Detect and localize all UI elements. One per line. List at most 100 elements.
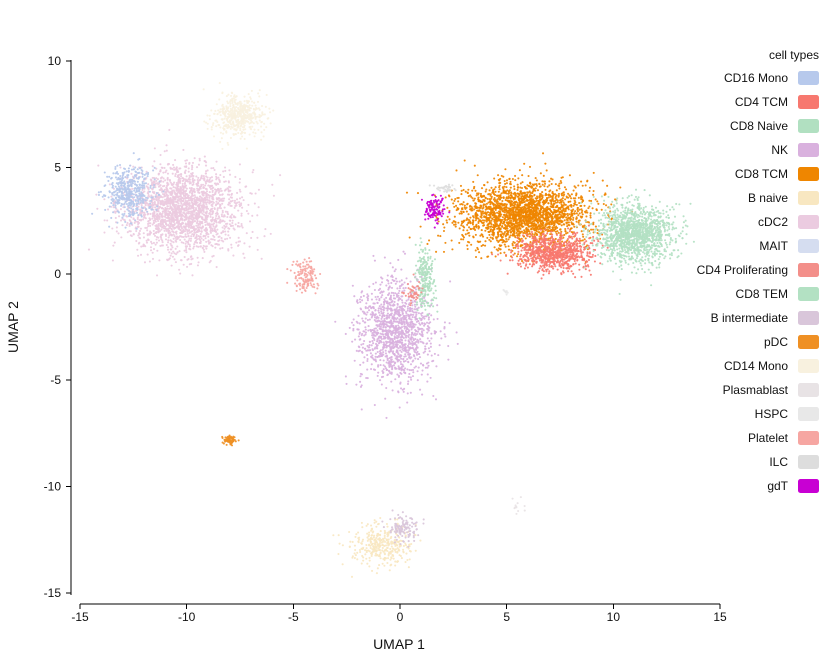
scatter-point [366,377,369,380]
scatter-point [396,303,399,306]
scatter-point [403,289,406,292]
scatter-point [134,219,137,222]
scatter-point [383,553,386,556]
scatter-point [161,192,165,196]
scatter-point [120,204,123,207]
scatter-point [181,217,184,220]
scatter-point [408,317,411,320]
scatter-point [119,166,122,169]
scatter-point [160,218,164,221]
scatter-point [220,215,224,218]
scatter-point [149,202,152,205]
scatter-point [173,181,176,184]
scatter-point [439,330,442,333]
scatter-point [187,212,190,215]
scatter-point [378,314,381,317]
scatter-point [414,525,417,528]
scatter-point [429,342,432,345]
scatter-point [362,319,365,323]
scatter-point [201,222,204,225]
scatter-point [143,216,146,219]
scatter-point [223,125,226,128]
scatter-point [228,119,232,122]
scatter-point [112,244,115,247]
scatter-point [115,226,118,229]
scatter-point [264,228,267,231]
scatter-point [165,149,168,152]
scatter-point [157,185,161,188]
scatter-point [132,214,135,217]
scatter-point [132,152,135,155]
scatter-point [389,564,392,567]
scatter-point [253,113,256,116]
scatter-point [414,347,417,350]
scatter-point [141,173,144,176]
scatter-point [394,324,398,327]
scatter-point [224,110,227,113]
scatter-point [169,242,172,245]
scatter-point [398,320,401,323]
scatter-point [381,546,384,549]
scatter-point [158,259,161,262]
scatter-point [136,248,139,251]
scatter-point [378,325,381,328]
scatter-point [146,186,149,189]
scatter-point [219,187,222,190]
scatter-point [224,166,227,169]
scatter-point [263,128,266,131]
scatter-point [382,311,385,314]
scatter-point [205,227,208,230]
scatter-point [361,540,364,543]
scatter-point [426,327,429,331]
scatter-point [411,340,414,343]
scatter-point [178,210,181,213]
scatter-point [370,298,374,301]
scatter-point [159,163,162,166]
scatter-point [404,346,407,350]
scatter-point [432,394,435,398]
scatter-point [211,203,214,206]
scatter-point [188,178,191,181]
scatter-point [362,294,365,298]
scatter-point [162,171,165,174]
scatter-point [370,292,373,295]
scatter-point [114,172,117,175]
scatter-point [447,358,450,361]
scatter-point [245,117,248,120]
scatter-point [372,536,375,539]
scatter-point [165,244,168,247]
scatter-point [382,351,385,354]
scatter-point [379,552,382,555]
scatter-point [379,517,382,520]
scatter-point [221,202,224,205]
scatter-point [185,218,188,221]
scatter-point [191,204,194,207]
scatter-point [411,518,414,521]
scatter-point [264,105,267,108]
scatter-point [398,285,401,288]
scatter-point [232,121,235,125]
scatter-point [186,232,189,235]
scatter-point [161,166,164,169]
scatter-point [211,223,214,226]
scatter-point [237,240,240,243]
scatter-point [197,163,201,166]
scatter-point [147,194,150,197]
scatter-point [395,340,398,343]
scatter-point [407,322,410,326]
scatter-point [178,219,181,223]
scatter-point [164,238,168,241]
scatter-point [379,332,382,335]
scatter-point [158,180,161,183]
scatter-point [256,236,259,239]
scatter-point [118,215,121,218]
scatter-point [185,251,188,254]
scatter-point [377,365,380,368]
scatter-point [188,190,192,193]
scatter-point [191,166,194,169]
scatter-point [239,106,242,109]
scatter-point [231,114,234,117]
scatter-point [407,547,410,550]
scatter-point [370,528,373,531]
scatter-point [198,220,201,223]
